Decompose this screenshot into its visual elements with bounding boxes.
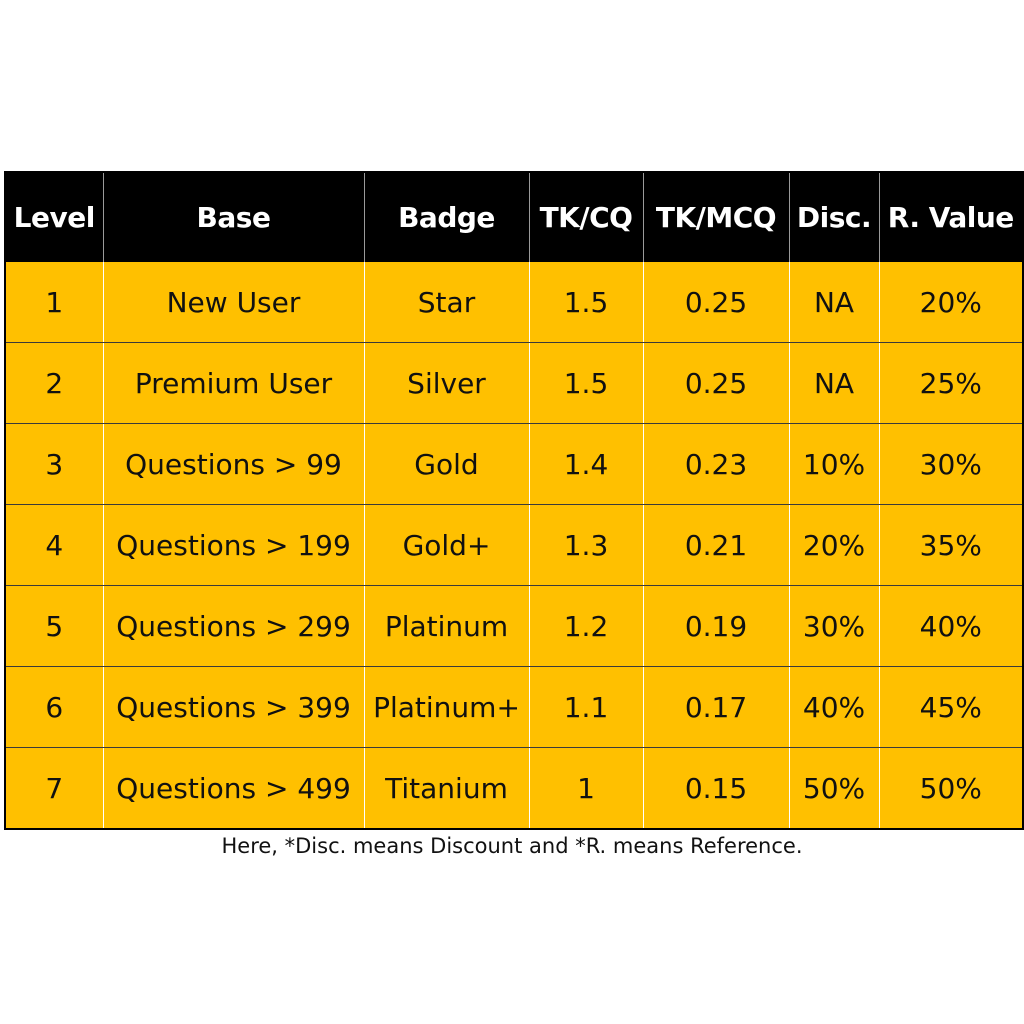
cell-r-value: 50% [879,747,1023,829]
cell-badge: Gold [364,423,530,505]
cell-tk-cq: 1.4 [529,423,644,505]
header-cell-tk-mcq: TK/MCQ [643,172,790,262]
cell-level: 2 [5,342,104,424]
cell-tk-mcq: 0.19 [643,585,790,667]
cell-tk-mcq: 0.23 [643,423,790,505]
header-cell-level: Level [5,172,104,262]
cell-disc: NA [789,262,880,343]
header-cell-r-value: R. Value [879,172,1023,262]
cell-level: 1 [5,262,104,343]
cell-tk-mcq: 0.25 [643,342,790,424]
cell-disc: 40% [789,666,880,748]
cell-r-value: 25% [879,342,1023,424]
footnote: Here, *Disc. means Discount and *R. mean… [221,834,803,858]
header-cell-badge: Badge [364,172,530,262]
cell-badge: Star [364,262,530,343]
table-row: 5 Questions > 299 Platinum 1.2 0.19 30% … [5,585,1023,667]
cell-tk-cq: 1.1 [529,666,644,748]
cell-level: 7 [5,747,104,829]
cell-badge: Platinum+ [364,666,530,748]
cell-badge: Platinum [364,585,530,667]
level-table: Level Base Badge TK/CQ TK/MCQ Disc. R. V… [4,171,1024,830]
header-cell-disc: Disc. [789,172,880,262]
cell-tk-cq: 1.2 [529,585,644,667]
cell-badge: Titanium [364,747,530,829]
cell-level: 5 [5,585,104,667]
cell-level: 4 [5,504,104,586]
cell-base: Premium User [103,342,365,424]
cell-tk-cq: 1 [529,747,644,829]
cell-disc: 20% [789,504,880,586]
cell-disc: NA [789,342,880,424]
cell-disc: 50% [789,747,880,829]
cell-tk-mcq: 0.17 [643,666,790,748]
cell-level: 6 [5,666,104,748]
cell-r-value: 45% [879,666,1023,748]
header-cell-base: Base [103,172,365,262]
cell-r-value: 40% [879,585,1023,667]
cell-r-value: 20% [879,262,1023,343]
table-row: 4 Questions > 199 Gold+ 1.3 0.21 20% 35% [5,504,1023,586]
cell-base: New User [103,262,365,343]
cell-tk-mcq: 0.25 [643,262,790,343]
cell-badge: Silver [364,342,530,424]
cell-badge: Gold+ [364,504,530,586]
cell-r-value: 35% [879,504,1023,586]
cell-base: Questions > 499 [103,747,365,829]
cell-disc: 30% [789,585,880,667]
table-row: 2 Premium User Silver 1.5 0.25 NA 25% [5,342,1023,424]
cell-level: 3 [5,423,104,505]
cell-base: Questions > 199 [103,504,365,586]
header-cell-tk-cq: TK/CQ [529,172,644,262]
cell-disc: 10% [789,423,880,505]
cell-base: Questions > 99 [103,423,365,505]
table-row: 6 Questions > 399 Platinum+ 1.1 0.17 40%… [5,666,1023,748]
cell-tk-mcq: 0.15 [643,747,790,829]
cell-tk-cq: 1.3 [529,504,644,586]
cell-base: Questions > 399 [103,666,365,748]
cell-tk-cq: 1.5 [529,342,644,424]
table-row: 3 Questions > 99 Gold 1.4 0.23 10% 30% [5,423,1023,505]
header-row: Level Base Badge TK/CQ TK/MCQ Disc. R. V… [5,172,1023,262]
table-row: 7 Questions > 499 Titanium 1 0.15 50% 50… [5,747,1023,829]
table-row: 1 New User Star 1.5 0.25 NA 20% [5,262,1023,343]
cell-tk-mcq: 0.21 [643,504,790,586]
cell-tk-cq: 1.5 [529,262,644,343]
cell-base: Questions > 299 [103,585,365,667]
cell-r-value: 30% [879,423,1023,505]
